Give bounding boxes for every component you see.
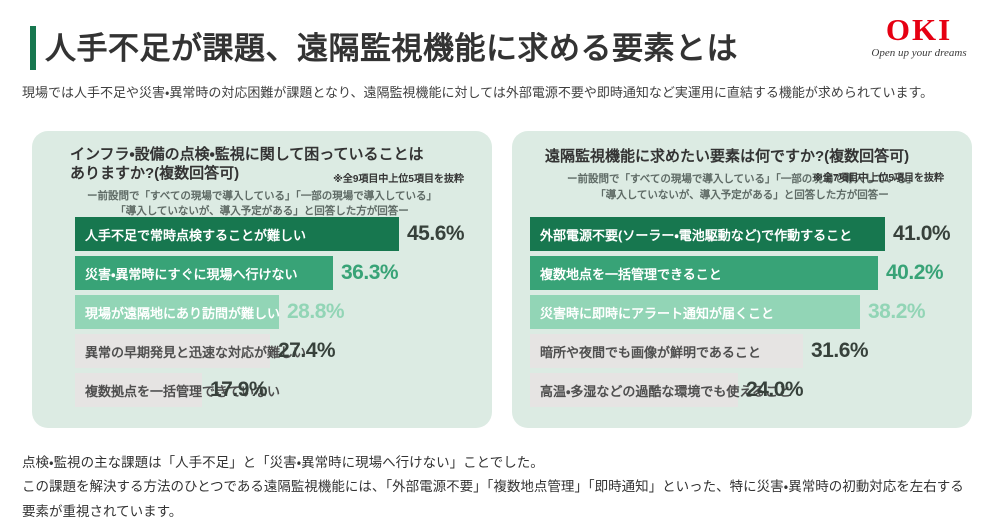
panel-respondent-condition-line2: 「導入していないが、導入予定がある」と回答した方が回答ー [595, 188, 889, 201]
bar-label: 災害・異常時にすぐに現場へ行けない [85, 266, 298, 282]
bar-row: 現場が遠隔地にあり訪問が難しい 28.8% [75, 295, 492, 329]
summary-line1: 点検・監視の主な課題は「人手不足」と「災害・異常時に現場へ行けない」ことでした。 [22, 455, 544, 470]
panel-respondent-condition-line2: 「導入していないが、導入予定がある」と回答した方が回答ー [115, 205, 409, 218]
panel-question-title-line1: インフラ・設備の点検・監視に関して困っていることは [70, 146, 424, 163]
bar-row: 高温・多湿などの過酷な環境でも使えること 24.0% [530, 373, 972, 407]
panel-desired-features: 遠隔監視機能に求めたい要素は何ですか?(複数回答可) ※全7項目中上位5項目を抜… [512, 131, 972, 428]
bar-label: 人手不足で常時点検することが難しい [85, 227, 307, 243]
bar-label: 外部電源不要(ソーラー・電池駆動など)で作動すること [540, 227, 853, 243]
bar-row: 異常の早期発見と迅速な対応が難しい 27.4% [75, 334, 492, 368]
bar: 複数拠点を一括管理できていない [75, 373, 280, 407]
title-accent-bar [30, 26, 36, 70]
panel-respondent-condition-line1: ー前設問で「すべての現場で導入している」「一部の現場で導入している」 [567, 172, 917, 185]
panel-respondent-condition: ー前設問で「すべての現場で導入している」「一部の現場で導入している」 「導入して… [512, 172, 972, 204]
summary-text: 点検・監視の主な課題は「人手不足」と「災害・異常時に現場へ行けない」ことでした。… [22, 451, 964, 524]
bar-value: 41.0% [893, 222, 951, 245]
bar-value: 28.8% [287, 300, 345, 323]
panel-header: 遠隔監視機能に求めたい要素は何ですか?(複数回答可) ※全7項目中上位5項目を抜… [512, 131, 972, 184]
bar-row: 暗所や夜間でも画像が鮮明であること 31.6% [530, 334, 972, 368]
bar-label: 異常の早期発見と迅速な対応が難しい [85, 344, 307, 360]
bar-chart-desired-features: 外部電源不要(ソーラー・電池駆動など)で作動すること 41.0% 複数地点を一括管理… [512, 217, 972, 412]
bar-row: 複数地点を一括管理できること 40.2% [530, 256, 972, 290]
oki-logo-text: OKI [885, 12, 953, 47]
bar-label: 高温・多湿などの過酷な環境でも使えること [540, 383, 792, 399]
panel-question-title: 遠隔監視機能に求めたい要素は何ですか?(複数回答可) [545, 131, 972, 167]
bar-value: 17.9% [210, 378, 268, 401]
bar-label: 複数地点を一括管理できること [540, 266, 722, 282]
bar-row: 外部電源不要(ソーラー・電池駆動など)で作動すること 41.0% [530, 217, 972, 251]
bar: 外部電源不要(ソーラー・電池駆動など)で作動すること [530, 217, 885, 251]
bar-value: 45.6% [407, 222, 465, 245]
bar: 異常の早期発見と迅速な対応が難しい [75, 334, 306, 368]
bar: 災害時に即時にアラート通知が届くこと [530, 295, 860, 329]
panel-respondent-condition-line1: ー前設問で「すべての現場で導入している」「一部の現場で導入している」 [87, 189, 437, 202]
bar-label: 暗所や夜間でも画像が鮮明であること [540, 344, 761, 360]
bar-value: 27.4% [278, 339, 336, 362]
bar-label: 現場が遠隔地にあり訪問が難しい [85, 305, 281, 321]
panel-extract-note: ※全9項目中上位5項目を抜粋 [333, 174, 464, 185]
bar: 現場が遠隔地にあり訪問が難しい [75, 295, 281, 329]
summary-line2: この課題を解決する方法のひとつである遠隔監視機能には、「外部電源不要」「複数地点… [22, 479, 964, 495]
bar-row: 複数拠点を一括管理できていない 17.9% [75, 373, 492, 407]
summary-line3: 要素が重視されています。 [22, 503, 183, 519]
bar-chart-inspection-issues: 人手不足で常時点検することが難しい 45.6% 災害・異常時にすぐに現場へ行けない 3… [32, 217, 492, 412]
panel-extract-note: ※全7項目中上位5項目を抜粋 [813, 173, 944, 184]
oki-logo: OKI Open up your dreams [854, 14, 984, 59]
bar-value: 38.2% [868, 300, 926, 323]
page-title: 人手不足が課題、遠隔監視機能に求める要素とは [45, 31, 738, 66]
panel-question-title-line1: 遠隔監視機能に求めたい要素は何ですか?(複数回答可) [545, 148, 910, 165]
page-subtitle: 現場では人手不足や災害・異常時の対応困難が課題となり、遠隔監視機能に対しては外部… [22, 85, 934, 100]
bar: 災害・異常時にすぐに現場へ行けない [75, 256, 333, 290]
panel-header: インフラ・設備の点検・監視に関して困っていることは ありますか?(複数回答可) … [32, 131, 492, 185]
bar-row: 災害時に即時にアラート通知が届くこと 38.2% [530, 295, 972, 329]
panel-respondent-condition: ー前設問で「すべての現場で導入している」「一部の現場で導入している」 「導入して… [32, 189, 492, 221]
bar-row: 人手不足で常時点検することが難しい 45.6% [75, 217, 492, 251]
bar: 高温・多湿などの過酷な環境でも使えること [530, 373, 791, 407]
bar-value: 24.0% [746, 378, 804, 401]
bar: 複数地点を一括管理できること [530, 256, 878, 290]
panel-inspection-issues: インフラ・設備の点検・監視に関して困っていることは ありますか?(複数回答可) … [32, 131, 492, 428]
bar-value: 31.6% [811, 339, 869, 362]
bar-label: 災害時に即時にアラート通知が届くこと [540, 305, 775, 321]
bar-label: 複数拠点を一括管理できていない [85, 383, 281, 399]
bar-value: 36.3% [341, 261, 399, 284]
bar-row: 災害・異常時にすぐに現場へ行けない 36.3% [75, 256, 492, 290]
bar: 暗所や夜間でも画像が鮮明であること [530, 334, 803, 368]
panel-question-title: インフラ・設備の点検・監視に関して困っていることは ありますか?(複数回答可) [70, 131, 492, 184]
panel-question-title-line2: ありますか?(複数回答可) [70, 164, 240, 182]
bar: 人手不足で常時点検することが難しい [75, 217, 399, 251]
bar-value: 40.2% [886, 261, 944, 284]
oki-logo-tagline: Open up your dreams [871, 47, 967, 59]
